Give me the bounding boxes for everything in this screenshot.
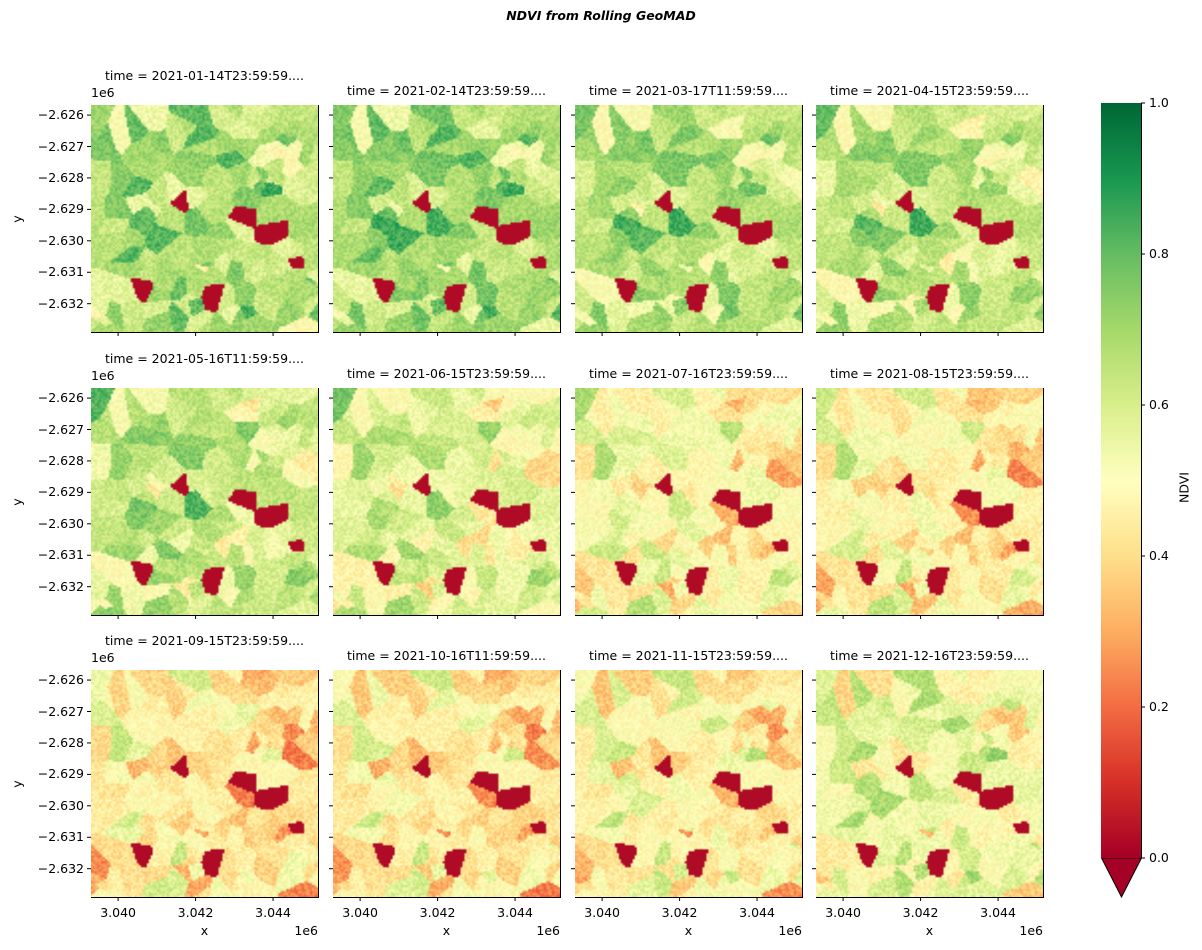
x-offset-label: 1e6 — [778, 923, 802, 938]
panel-title: time = 2021-09-15T23:59:59.... — [105, 633, 304, 648]
colorbar-tick-label: 0.6 — [1149, 397, 1169, 412]
y-tick-label: −2.632 — [37, 860, 84, 876]
x-tick-label: 3.044 — [255, 905, 291, 920]
panel-title: time = 2021-02-14T23:59:59.... — [347, 83, 546, 98]
colorbar-gradient — [1101, 103, 1141, 858]
x-tick-label: 3.040 — [342, 905, 379, 920]
y-axis-label: y — [9, 779, 25, 788]
y-tick-label: −2.628 — [37, 452, 84, 468]
colorbar-tick-label: 0.2 — [1149, 699, 1169, 714]
panel-title: time = 2021-06-15T23:59:59.... — [347, 366, 546, 381]
y-tick-label: −2.631 — [37, 547, 84, 563]
ndvi-image-panel — [816, 105, 1043, 332]
y-tick-label: −2.631 — [37, 829, 84, 845]
colorbar-tick-label: 0.8 — [1149, 246, 1169, 261]
y-tick-label: −2.627 — [37, 138, 84, 154]
ndvi-image-panel — [575, 670, 802, 897]
panel-title: time = 2021-03-17T11:59:59.... — [589, 83, 788, 98]
ndvi-image-panel — [575, 105, 802, 332]
x-tick-label: 3.042 — [177, 905, 214, 920]
ndvi-image-panel — [816, 388, 1043, 615]
x-axis-label: x — [684, 923, 693, 938]
x-axis-label: x — [925, 923, 934, 938]
figure-title: NDVI from Rolling GeoMAD — [506, 8, 696, 23]
y-tick-label: −2.626 — [37, 672, 84, 688]
x-tick-label: 3.042 — [661, 905, 698, 920]
colorbar-tick-label: 0.4 — [1149, 548, 1169, 563]
panel-title: time = 2021-11-15T23:59:59.... — [589, 648, 788, 663]
panel-title: time = 2021-12-16T23:59:59.... — [830, 648, 1029, 663]
panel-title: time = 2021-07-16T23:59:59.... — [589, 366, 788, 381]
x-tick-label: 3.040 — [100, 905, 137, 920]
x-tick-label: 3.044 — [497, 905, 533, 920]
x-tick-label: 3.044 — [739, 905, 775, 920]
panel-title: time = 2021-08-15T23:59:59.... — [830, 366, 1029, 381]
y-tick-label: −2.629 — [37, 484, 84, 500]
ndvi-image-panel — [333, 670, 560, 897]
y-tick-label: −2.628 — [37, 734, 84, 750]
y-axis-label: y — [9, 214, 25, 223]
colorbar-tick-label: 1.0 — [1149, 95, 1169, 110]
x-tick-label: 3.042 — [419, 905, 456, 920]
y-offset-label: 1e6 — [91, 85, 115, 100]
x-tick-label: 3.040 — [584, 905, 621, 920]
y-tick-label: −2.630 — [37, 515, 84, 531]
colorbar-extend-min-triangle — [1100, 857, 1143, 899]
y-tick-label: −2.629 — [37, 766, 84, 782]
y-tick-label: −2.631 — [37, 264, 84, 280]
panel-title: time = 2021-01-14T23:59:59.... — [105, 68, 304, 83]
x-offset-label: 1e6 — [536, 923, 560, 938]
y-offset-label: 1e6 — [91, 368, 115, 383]
colorbar-tick-label: 0.0 — [1149, 850, 1169, 865]
x-axis-label: x — [442, 923, 451, 938]
ndvi-image-panel — [575, 388, 802, 615]
ndvi-image-panel — [333, 105, 560, 332]
y-offset-label: 1e6 — [91, 650, 115, 665]
y-tick-label: −2.630 — [37, 797, 84, 813]
y-tick-label: −2.630 — [37, 232, 84, 248]
panel-title: time = 2021-10-16T11:59:59.... — [347, 648, 546, 663]
y-tick-label: −2.627 — [37, 703, 84, 719]
x-tick-label: 3.042 — [902, 905, 939, 920]
y-tick-label: −2.629 — [37, 201, 84, 217]
x-tick-label: 3.040 — [825, 905, 862, 920]
x-tick-label: 3.044 — [980, 905, 1016, 920]
colorbar-label: NDVI — [1176, 472, 1192, 503]
y-tick-label: −2.632 — [37, 578, 84, 594]
panel-title: time = 2021-04-15T23:59:59.... — [830, 83, 1029, 98]
y-axis-label: y — [9, 497, 25, 506]
x-axis-label: x — [200, 923, 209, 938]
panel-title: time = 2021-05-16T11:59:59.... — [105, 351, 304, 366]
y-tick-label: −2.626 — [37, 107, 84, 123]
ndvi-image-panel — [91, 388, 318, 615]
y-tick-label: −2.626 — [37, 390, 84, 406]
y-tick-label: −2.632 — [37, 295, 84, 311]
y-tick-label: −2.627 — [37, 421, 84, 437]
x-offset-label: 1e6 — [294, 923, 318, 938]
ndvi-image-panel — [91, 105, 318, 332]
ndvi-image-panel — [91, 670, 318, 897]
ndvi-image-panel — [333, 388, 560, 615]
ndvi-image-panel — [816, 670, 1043, 897]
y-tick-label: −2.628 — [37, 169, 84, 185]
x-offset-label: 1e6 — [1019, 923, 1043, 938]
